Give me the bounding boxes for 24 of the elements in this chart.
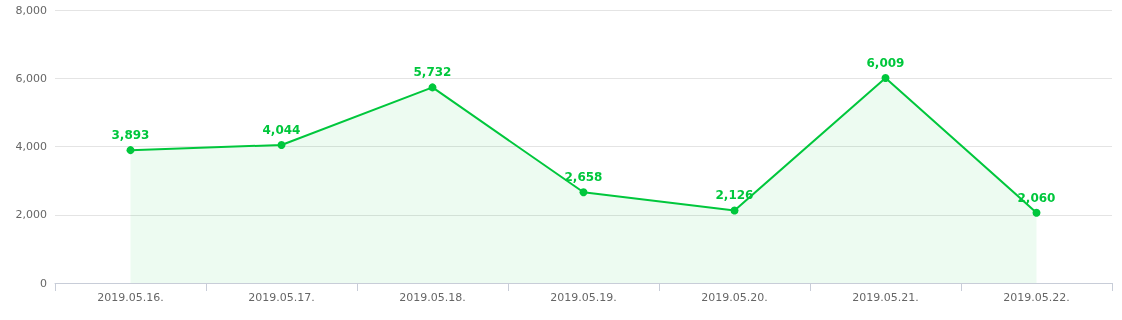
x-tick-label: 2019.05.19. (550, 291, 617, 304)
y-tick-label: 4,000 (15, 140, 47, 153)
x-tick-label: 2019.05.18. (399, 291, 466, 304)
x-tick-label: 2019.05.16. (97, 291, 164, 304)
data-label: 6,009 (866, 55, 905, 70)
x-tick-label: 2019.05.20. (701, 291, 768, 304)
data-label: 3,893 (111, 128, 150, 143)
point (277, 141, 286, 149)
y-tick-label: 8,000 (15, 3, 47, 17)
x-tick-label: 2019.05.17. (248, 291, 315, 304)
y-tick-label: 0 (40, 276, 47, 290)
data-label: 4,044 (262, 123, 301, 137)
y-tick-label: 2,000 (15, 208, 47, 222)
point (579, 188, 588, 197)
x-tick-label: 2019.05.22. (1003, 291, 1070, 304)
point (881, 73, 890, 82)
data-label: 5,732 (413, 65, 452, 80)
point (428, 83, 437, 92)
point (730, 206, 739, 215)
x-tick-label: 2019.05.21. (852, 291, 919, 304)
data-label: 2,658 (564, 170, 603, 185)
point (1032, 208, 1041, 217)
y-tick-label: 6,000 (15, 71, 47, 85)
point (126, 146, 135, 155)
